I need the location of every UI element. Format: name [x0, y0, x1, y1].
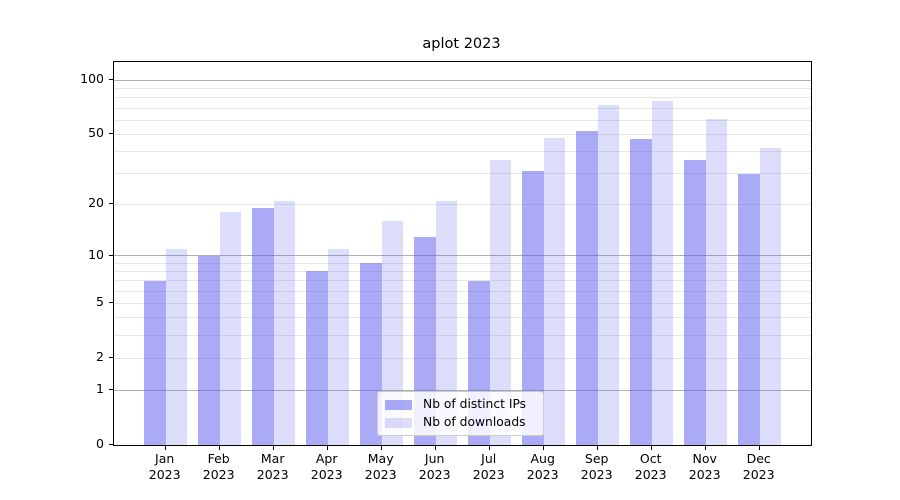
x-tick-jan — [164, 446, 166, 450]
x-tick-label-jul: Jul 2023 — [472, 451, 505, 482]
bar-apr-downloads — [327, 248, 350, 445]
legend-swatch-distinct-ips — [385, 399, 412, 410]
legend-label-downloads: Nb of downloads — [423, 415, 526, 429]
gridline-y-40 — [114, 151, 811, 153]
x-tick-label-mar: Mar 2023 — [256, 451, 289, 482]
bar-dec-downloads — [759, 147, 782, 445]
gridline-y-9 — [114, 262, 811, 264]
gridline-y-4 — [114, 317, 811, 319]
gridline-y-5 — [114, 302, 811, 304]
bar-oct-distinct-ips — [630, 139, 652, 445]
x-tick-feb — [218, 446, 220, 450]
gridline-y-6 — [114, 290, 811, 292]
y-tick-label-5: 5 — [96, 294, 104, 310]
x-tick-label-oct: Oct 2023 — [634, 451, 667, 482]
y-tick-label-10: 10 — [88, 246, 104, 262]
gridline-y-3 — [114, 334, 811, 336]
y-tick-50 — [109, 133, 113, 135]
y-tick-100 — [109, 79, 113, 81]
x-tick-label-nov: Nov 2023 — [688, 451, 721, 482]
gridline-y-7 — [114, 280, 811, 282]
bar-sep-downloads — [597, 104, 620, 445]
legend: Nb of distinct IPs Nb of downloads — [377, 391, 544, 436]
x-tick-aug — [542, 446, 544, 450]
x-tick-label-apr: Apr 2023 — [310, 451, 343, 482]
y-tick-label-0: 0 — [96, 436, 104, 451]
gridline-y-2 — [114, 357, 811, 359]
x-tick-jul — [488, 446, 490, 450]
bar-may-downloads — [381, 221, 404, 445]
bar-aug-distinct-ips — [522, 171, 544, 445]
bar-mar-distinct-ips — [252, 208, 274, 445]
x-tick-may — [380, 446, 382, 450]
bar-aug-downloads — [543, 137, 566, 445]
gridline-y-10 — [114, 255, 811, 257]
gridline-y-60 — [114, 119, 811, 121]
y-tick-label-2: 2 — [96, 349, 104, 365]
x-tick-label-jun: Jun 2023 — [418, 451, 451, 482]
bar-nov-distinct-ips — [684, 159, 706, 445]
y-tick-1 — [109, 389, 113, 391]
bar-jan-distinct-ips — [144, 280, 166, 445]
gridline-y-70 — [114, 107, 811, 109]
gridline-y-90 — [114, 88, 811, 90]
y-tick-5 — [109, 302, 113, 304]
bar-mar-downloads — [273, 200, 296, 445]
x-tick-label-jan: Jan 2023 — [148, 451, 181, 482]
x-tick-label-may: May 2023 — [364, 451, 397, 482]
bar-nov-downloads — [705, 118, 728, 445]
gridline-y-50 — [114, 133, 811, 135]
plot-area — [113, 61, 812, 446]
y-tick-label-50: 50 — [88, 125, 104, 141]
x-tick-label-aug: Aug 2023 — [526, 451, 559, 482]
x-tick-label-feb: Feb 2023 — [202, 451, 235, 482]
y-tick-10 — [109, 254, 113, 256]
bar-jun-downloads — [435, 200, 458, 445]
x-tick-label-dec: Dec 2023 — [742, 451, 775, 482]
bar-sep-distinct-ips — [576, 131, 598, 445]
bar-oct-downloads — [651, 100, 674, 445]
bar-apr-distinct-ips — [306, 271, 328, 445]
bar-feb-distinct-ips — [198, 255, 220, 445]
gridline-y-30 — [114, 173, 811, 175]
chart-title: aplot 2023 — [422, 36, 501, 52]
y-tick-0 — [109, 444, 113, 445]
legend-swatch-downloads — [385, 417, 412, 428]
y-tick-2 — [109, 357, 113, 359]
gridline-y-1 — [114, 389, 811, 391]
x-tick-jun — [434, 446, 436, 450]
y-tick-label-1: 1 — [96, 381, 104, 397]
legend-label-distinct-ips: Nb of distinct IPs — [423, 397, 527, 411]
gridline-y-20 — [114, 203, 811, 205]
y-tick-label-20: 20 — [88, 195, 104, 211]
legend-item-downloads: Nb of downloads — [385, 416, 536, 429]
bar-dec-distinct-ips — [738, 173, 760, 445]
gridline-y-80 — [114, 97, 811, 99]
bar-may-distinct-ips — [360, 263, 382, 445]
x-tick-oct — [650, 446, 652, 450]
x-tick-nov — [704, 446, 706, 450]
x-tick-apr — [326, 446, 328, 450]
bar-feb-downloads — [219, 212, 242, 445]
bar-jul-downloads — [489, 159, 512, 445]
x-tick-mar — [272, 446, 274, 450]
x-tick-dec — [758, 446, 760, 450]
gridline-y-8 — [114, 270, 811, 272]
legend-item-distinct-ips: Nb of distinct IPs — [385, 398, 536, 411]
x-tick-sep — [596, 446, 598, 450]
y-tick-label-100: 100 — [80, 71, 104, 87]
bar-jan-downloads — [165, 248, 188, 445]
x-tick-label-sep: Sep 2023 — [580, 451, 613, 482]
y-tick-20 — [109, 203, 113, 205]
gridline-y-100 — [114, 79, 811, 81]
